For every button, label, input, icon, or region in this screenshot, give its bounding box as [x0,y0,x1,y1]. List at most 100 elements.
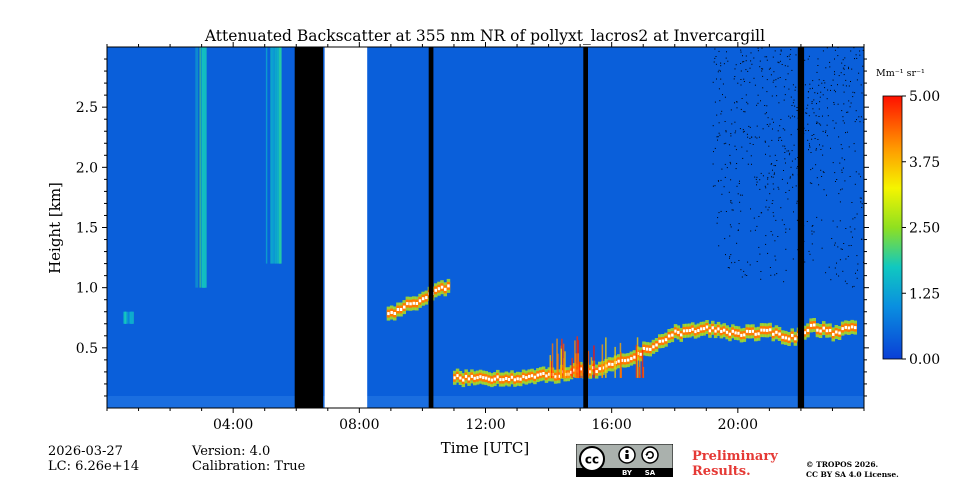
cloud-core [522,375,525,379]
noise-speckle [764,113,766,115]
noise-speckle [770,163,772,165]
noise-speckle [725,130,727,132]
aerosol-streak-0 [202,47,205,288]
noise-speckle [750,60,752,62]
noise-speckle [714,185,716,187]
noise-speckle [784,152,786,153]
noise-speckle [814,138,816,139]
noise-speckle [846,131,848,133]
y-axis-label: Height [km] [46,182,64,274]
cloud-core [507,378,511,381]
noise-speckle [742,157,744,159]
cloud-core [425,296,428,300]
cloud-core [456,374,459,378]
noise-speckle [770,274,772,276]
cloud-core [711,326,714,330]
noise-speckle [754,84,756,86]
convective-plume [620,352,622,378]
noise-speckle [760,172,762,174]
convective-plume [571,357,573,378]
noise-speckle [812,87,813,89]
noise-speckle [783,281,785,283]
noise-speckle [740,84,742,86]
convective-plume [563,358,565,378]
noise-speckle [820,149,822,150]
convective-plume [642,366,645,378]
noise-speckle [731,262,733,264]
noise-speckle [752,144,754,145]
noise-speckle [772,212,774,214]
y-tick-label: 2.5 [76,100,98,116]
noise-speckle [771,95,773,97]
noise-speckle [818,184,820,186]
noise-speckle [810,152,812,153]
noise-speckle [830,85,832,86]
cloud-core [757,332,760,336]
noise-speckle [860,197,862,199]
noise-speckle [774,50,776,52]
noise-speckle [857,263,859,265]
noise-speckle [854,217,856,219]
noise-speckle [740,63,742,64]
noise-speckle [773,188,775,190]
colorbar-axis: 0.00 1.25 2.50 3.75 5.00 [902,89,940,368]
aerosol-streak-1 [274,47,276,264]
noise-speckle [832,120,834,122]
noise-speckle [796,200,798,202]
colorbar-tick-label: 0.00 [909,352,940,368]
noise-speckle [722,83,724,85]
noise-speckle [714,147,716,149]
noise-speckle [843,91,845,93]
noise-speckle [746,150,748,152]
noise-speckle [772,176,774,178]
noise-speckle [756,181,758,183]
noise-speckle [750,52,752,54]
noise-speckle [775,219,777,221]
noise-speckle [808,55,810,57]
noise-speckle [844,280,846,282]
aerosol-streak-0 [199,47,201,288]
noise-speckle [739,128,741,130]
noise-speckle [795,185,797,187]
noise-speckle [834,172,836,174]
noise-speckle [765,243,767,245]
noise-speckle [834,71,835,73]
x-tick-label: 08:00 [339,417,379,433]
noise-speckle [739,180,740,182]
aerosol-streak-0 [201,47,203,288]
noise-speckle [774,240,776,242]
x-axis-label: Time [UTC] [441,439,530,457]
cloud-core [674,329,677,333]
noise-speckle [805,130,807,131]
noise-speckle [775,86,777,88]
noise-speckle [859,54,861,56]
cloud-core [403,305,406,309]
noise-speckle [817,65,819,66]
noise-speckle [714,48,716,50]
cloud-core [766,328,769,332]
noise-speckle [839,259,841,261]
noise-speckle [724,121,726,122]
noise-speckle [861,238,863,240]
noise-speckle [720,113,722,115]
noise-speckle [756,184,757,186]
cloud-core [393,312,396,315]
cloud-core [723,328,726,332]
noise-speckle [784,148,786,150]
noise-speckle [768,68,770,70]
noise-speckle [756,261,758,262]
noise-speckle [771,139,773,141]
cloud-core [803,331,807,335]
noise-speckle [729,154,731,156]
noise-speckle [766,199,768,201]
convective-plume [556,338,558,378]
noise-speckle [809,182,811,184]
noise-speckle [765,206,767,208]
noise-speckle [734,68,736,70]
convective-plume [635,344,638,378]
noise-speckle [834,58,835,60]
noise-speckle [715,56,717,57]
noise-speckle [734,102,735,104]
noise-speckle [760,271,762,272]
noise-speckle [852,91,854,93]
